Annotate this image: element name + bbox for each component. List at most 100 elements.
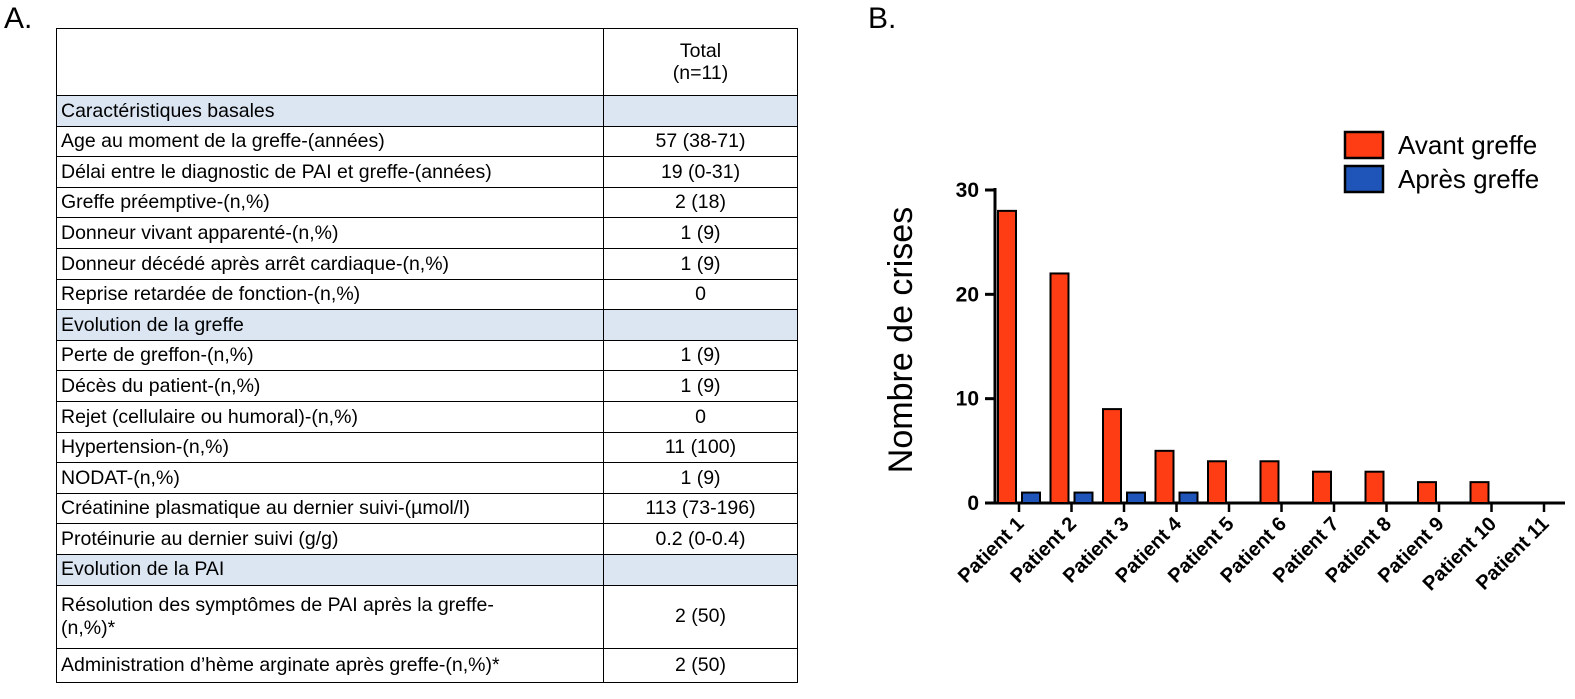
row-label: Délai entre le diagnostic de PAI et gref… [61,160,492,183]
row-value-cell: 0 [603,278,798,311]
table-header-row: Total (n=11) [56,28,798,96]
row-label-cell: Evolution de la PAI [56,553,604,586]
legend-label-avant: Avant greffe [1398,130,1537,160]
row-label: Evolution de la PAI [61,558,225,581]
row-label: NODAT-(n,%) [61,466,180,489]
row-label-cell: Donneur décédé après arrêt cardiaque-(n,… [56,247,604,280]
row-label-cell: Donneur vivant apparenté-(n,%) [56,217,604,249]
row-label: Greffe préemptive-(n,%) [61,191,270,214]
row-label-cell: Caractéristiques basales [56,95,604,127]
header-n-label: (n=11) [672,62,729,84]
bar-avant-patient-1 [997,209,1017,504]
row-label-cell: Greffe préemptive-(n,%) [56,186,604,219]
y-tick-label: 30 [956,179,979,202]
section-row: Caractéristiques basales [56,95,798,127]
table-row: Reprise retardée de fonction-(n,%) 0 [56,278,798,311]
row-label: Evolution de la greffe [61,313,244,336]
table-row: Décès du patient-(n,%) 1 (9) [56,370,798,402]
section-row: Evolution de la PAI [56,553,798,586]
row-value-cell: 11 (100) [603,431,798,464]
row-value-cell: 113 (73-196) [603,492,798,525]
bar-avant-patient-5 [1207,460,1227,504]
row-label: Donneur vivant apparenté-(n,%) [61,221,339,244]
bar-avant-patient-9 [1417,481,1437,504]
row-value-cell: 2 (18) [603,186,798,219]
row-label-cell: Créatinine plasmatique au dernier suivi-… [56,492,604,525]
row-value-cell: 1 (9) [603,462,798,494]
row-value-cell: 0.2 (0-0.4) [603,523,798,555]
row-label-cell: Reprise retardée de fonction-(n,%) [56,278,604,311]
row-label-cell: Rejet (cellulaire ou humoral)-(n,%) [56,400,604,433]
row-value-cell: 2 (50) [603,647,798,683]
bar-avant-patient-2 [1049,272,1070,504]
row-value-cell: 1 (9) [603,247,798,280]
legend-swatch-avant [1343,130,1385,160]
row-label: Protéinurie au dernier suivi (g/g) [61,527,339,550]
row-value-cell [603,309,798,341]
table-row: Age au moment de la greffe-(années) 57 (3… [56,125,798,158]
row-label: Créatinine plasmatique au dernier suivi-… [61,497,470,520]
row-label-cell: Protéinurie au dernier suivi (g/g) [56,523,604,555]
table-row: Rejet (cellulaire ou humoral)-(n,%) 0 [56,400,798,433]
row-value-cell [603,95,798,127]
row-label-cell: Evolution de la greffe [56,309,604,341]
bar-avant-patient-4 [1154,449,1175,505]
row-value-cell: 19 (0-31) [603,156,798,188]
table-row: Donneur vivant apparenté-(n,%) 1 (9) [56,217,798,249]
table-row: NODAT-(n,%) 1 (9) [56,462,798,494]
table-row: Délai entre le diagnostic de PAI et gref… [56,156,798,188]
legend-label-apres: Après greffe [1398,164,1539,194]
header-empty-cell [56,28,604,96]
row-label-cell: Résolution des symptômes de PAI après la… [56,584,604,649]
row-label: Perte de greffon-(n,%) [61,344,254,367]
table-row: Hypertension-(n,%) 11 (100) [56,431,798,464]
table-row: Donneur décédé après arrêt cardiaque-(n,… [56,247,798,280]
row-label: Décès du patient-(n,%) [61,374,261,397]
bar-avant-patient-7 [1312,470,1332,505]
y-tick-label: 0 [967,492,979,515]
row-label-cell: Administration d’hème arginate après gre… [56,647,604,683]
row-value-cell: 0 [603,400,798,433]
row-label: Caractéristiques basales [61,99,275,122]
row-value-cell: 1 (9) [603,339,798,372]
row-label: Résolution des symptômes de PAI après la… [61,594,494,617]
table-row: Créatinine plasmatique au dernier suivi-… [56,492,798,525]
row-label: Rejet (cellulaire ou humoral)-(n,%) [61,405,358,428]
table-row: Protéinurie au dernier suivi (g/g) 0.2 (0… [56,523,798,555]
y-axis-title: Nombre de crises [882,207,920,473]
table-row: Administration d’hème arginate après gre… [56,647,798,683]
bar-avant-patient-8 [1364,470,1385,505]
bar-apres-patient-3 [1126,491,1146,505]
row-value-cell: 1 (9) [603,370,798,402]
row-value-cell: 57 (38-71) [603,125,798,158]
row-label-cell: Délai entre le diagnostic de PAI et gref… [56,156,604,188]
characteristics-table: Total (n=11) Caractéristiques basales Age… [56,28,798,683]
bar-avant-patient-6 [1259,460,1280,504]
row-label: Administration d’hème arginate après gre… [61,653,500,676]
bar-apres-patient-4 [1178,491,1199,505]
section-row: Evolution de la greffe [56,309,798,341]
row-value-cell: 2 (50) [603,584,798,649]
row-label-continued: (n,%)* [61,616,116,639]
panel-a-label: A. [4,2,33,35]
table-row: Résolution des symptômes de PAI après la… [56,584,798,649]
row-label-cell: NODAT-(n,%) [56,462,604,494]
row-label: Hypertension-(n,%) [61,436,229,459]
header-total-cell: Total (n=11) [603,28,798,96]
panel-b-label: B. [868,2,897,35]
bar-apres-patient-1 [1021,491,1041,505]
table-row: Perte de greffon-(n,%) 1 (9) [56,339,798,372]
y-tick-label: 20 [956,283,979,306]
bar-avant-patient-3 [1102,408,1122,505]
row-label: Age au moment de la greffe-(années) [61,130,385,153]
row-label-cell: Hypertension-(n,%) [56,431,604,464]
table-row: Greffe préemptive-(n,%) 2 (18) [56,186,798,219]
header-total-label: Total [679,39,722,62]
bar-apres-patient-2 [1073,491,1094,505]
bar-avant-patient-10 [1469,481,1490,504]
y-tick-label: 10 [956,388,979,411]
row-label: Reprise retardée de fonction-(n,%) [61,283,361,306]
row-label: Donneur décédé après arrêt cardiaque-(n,… [61,252,450,275]
row-value-cell: 1 (9) [603,217,798,249]
